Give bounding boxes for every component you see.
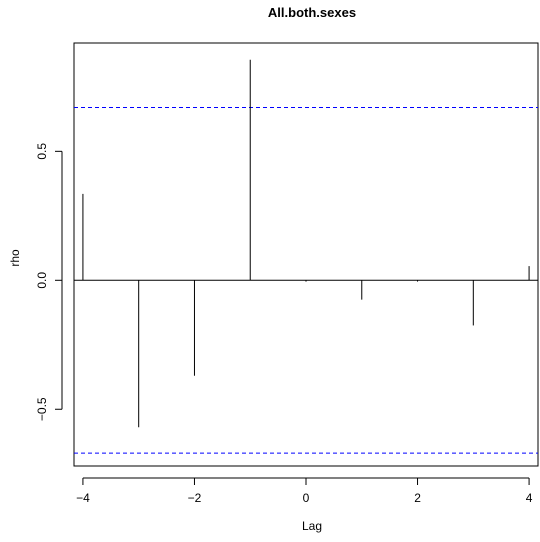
plot-layer [74, 59, 538, 454]
y-tick-label: 0.0 [35, 272, 49, 289]
plot-frame [73, 42, 539, 467]
x-tick-label: 4 [526, 491, 533, 505]
x-tick-label: 2 [414, 491, 421, 505]
chart-title: All.both.sexes [268, 5, 356, 20]
y-axis-label: rho [8, 249, 22, 267]
x-tick-label: −2 [188, 491, 202, 505]
axis-layer: −4 −2 0 2 4 −0.5 0.0 0.5 [35, 143, 533, 505]
x-axis-label: Lag [302, 519, 322, 533]
x-tick-label: −4 [76, 491, 90, 505]
y-tick-label: −0.5 [35, 397, 49, 421]
x-tick-label: 0 [303, 491, 310, 505]
y-tick-label: 0.5 [35, 143, 49, 160]
